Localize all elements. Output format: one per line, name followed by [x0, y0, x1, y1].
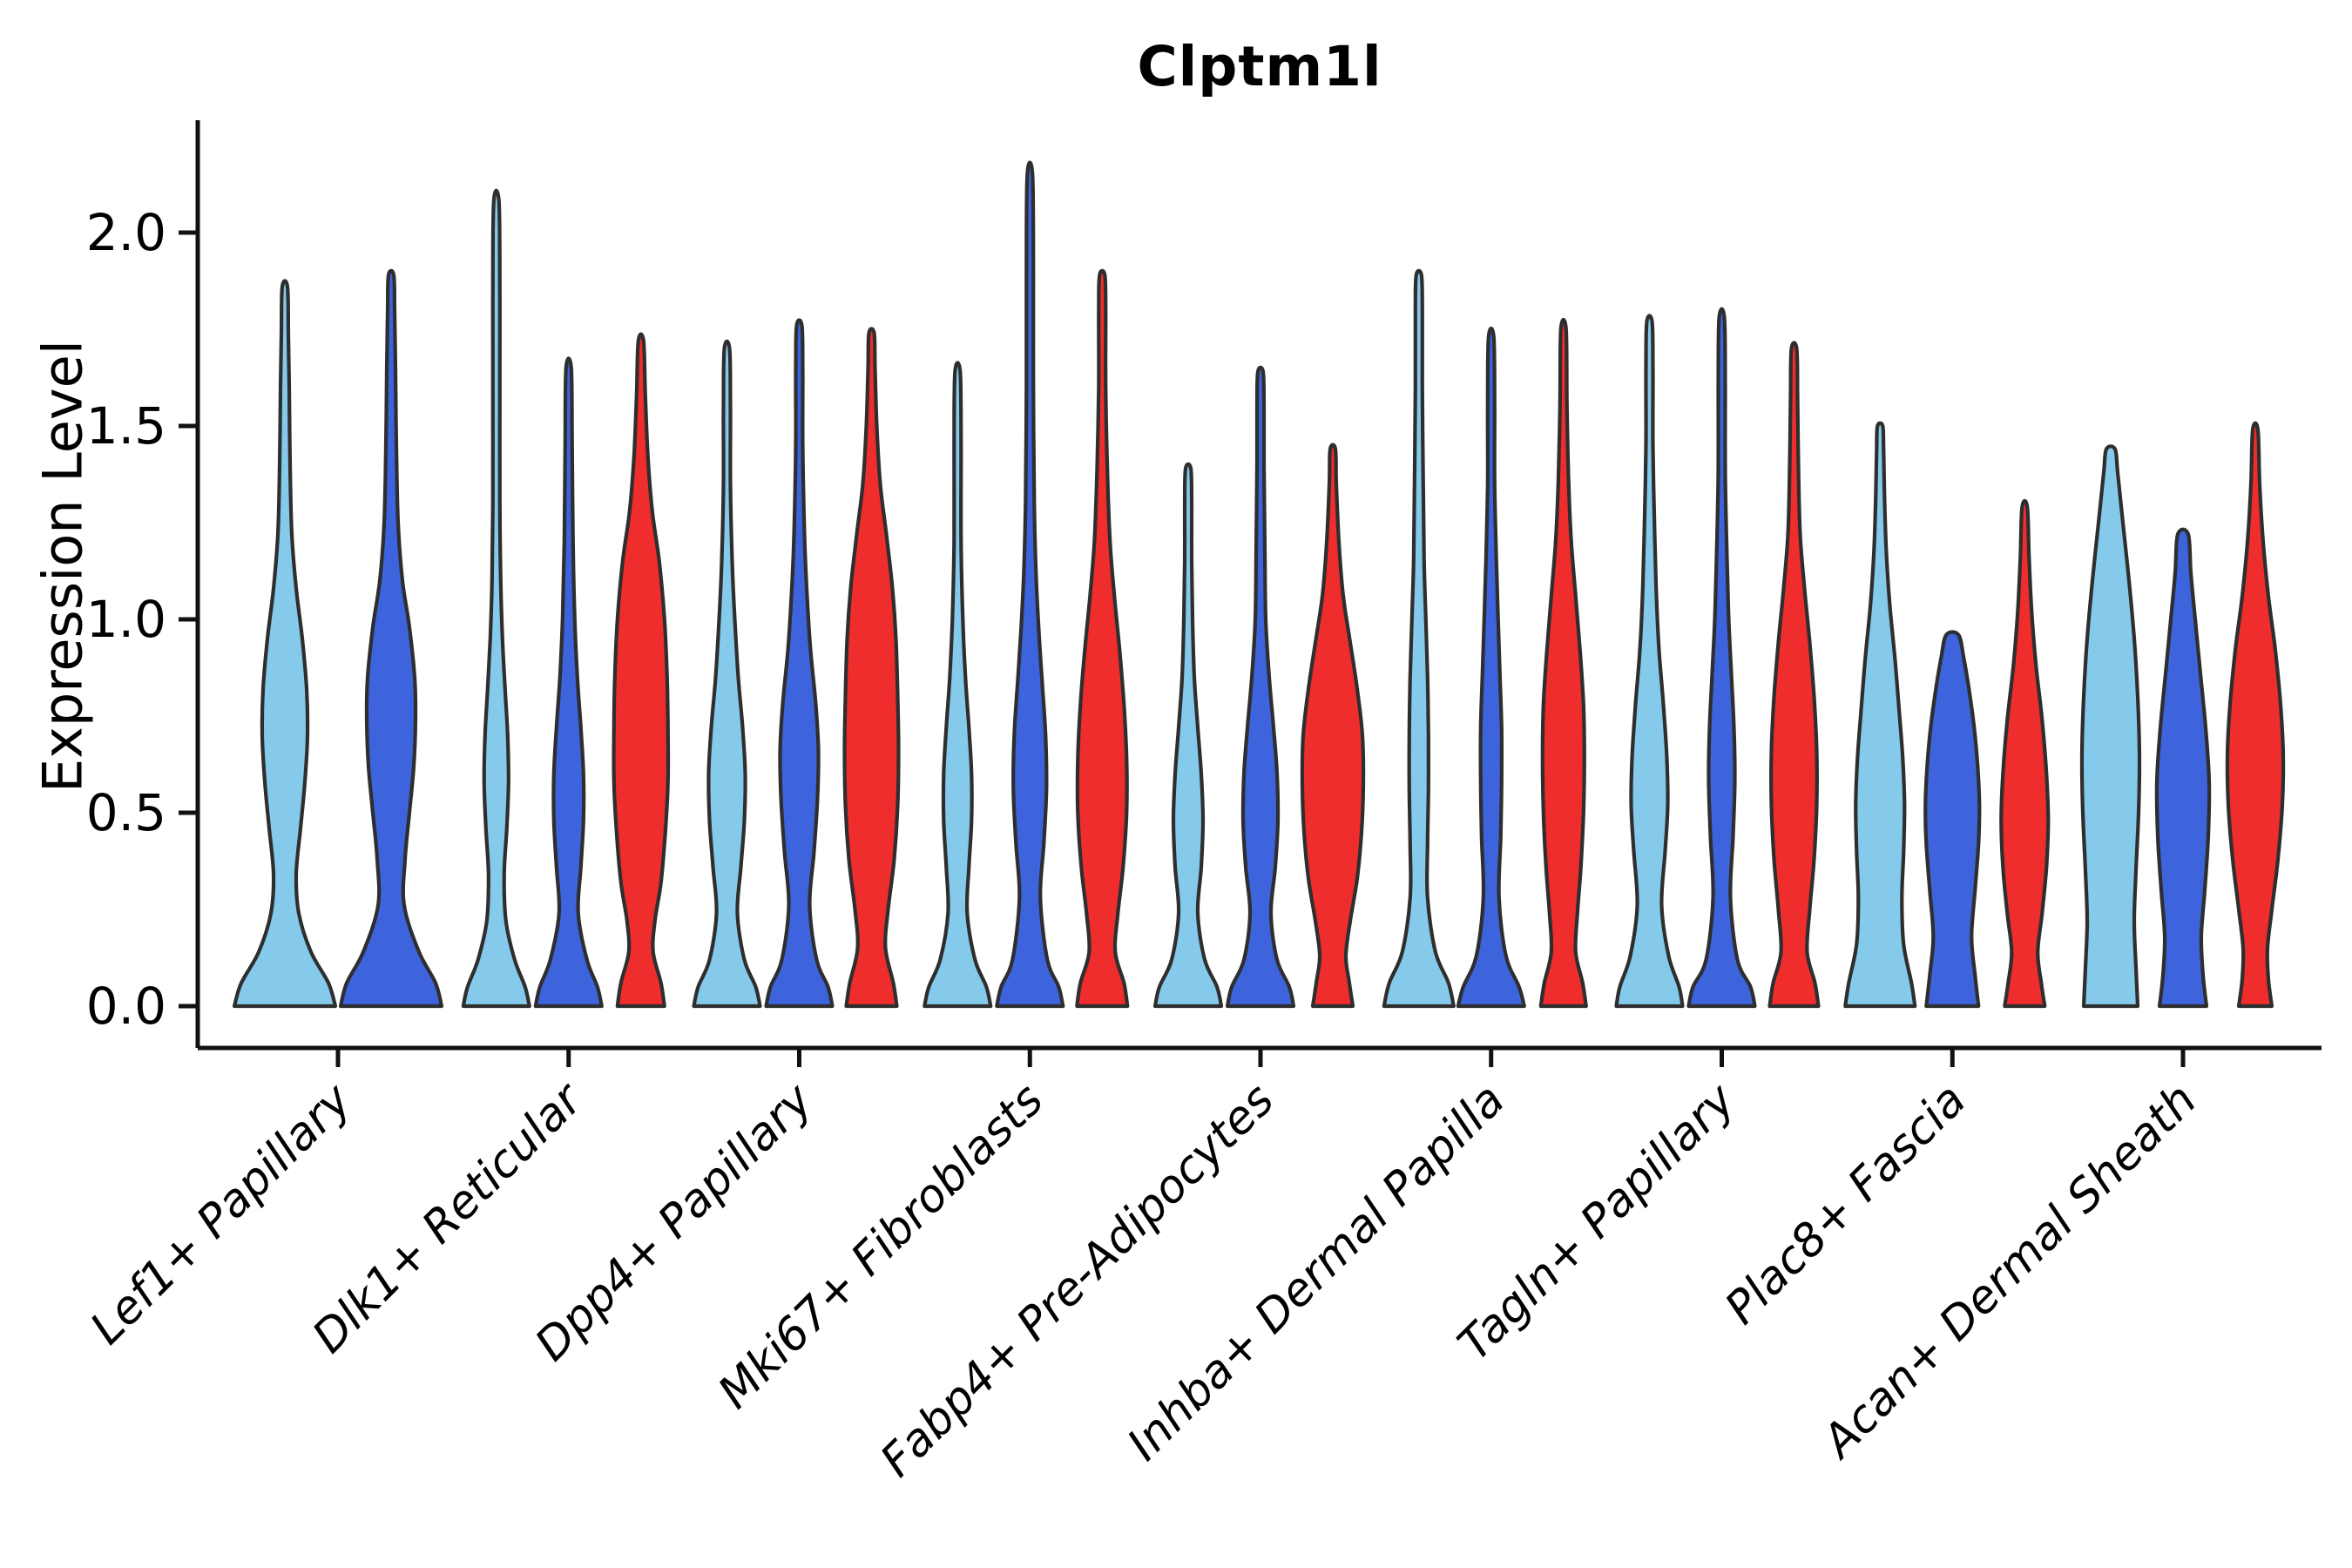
violin-8-light_blue	[1843, 421, 1917, 1009]
violin-3-dark_blue	[764, 318, 835, 1009]
violin-7-dark_blue	[1686, 307, 1757, 1009]
x-tick-label: Fabp4+ Pre-Adipocytes	[871, 1074, 1285, 1488]
violin-9-light_blue	[2079, 444, 2142, 1009]
violin-4-red	[1075, 268, 1130, 1009]
x-tick-label: Acan+ Dermal Sheath	[1811, 1074, 2207, 1470]
plot-title: Clptm1l	[1137, 35, 1382, 98]
violin-8-dark_blue	[1923, 630, 1982, 1009]
violin-2-dark_blue	[533, 356, 604, 1009]
violin-5-red	[1300, 443, 1366, 1009]
violin-6-light_blue	[1382, 268, 1456, 1009]
violin-3-light_blue	[692, 339, 762, 1009]
y-tick-label: 1.0	[86, 590, 166, 649]
violin-9-red	[2225, 421, 2286, 1009]
violin-5-dark_blue	[1225, 365, 1296, 1009]
y-tick-label: 0.0	[86, 977, 166, 1036]
violin-8-red	[1999, 498, 2051, 1009]
violin-3-red	[842, 327, 901, 1009]
violin-1-dark_blue	[338, 268, 444, 1009]
violin-5-light_blue	[1152, 462, 1224, 1009]
violin-1-light_blue	[232, 279, 338, 1009]
x-tick-label: Plac8+ Fascia	[1715, 1074, 1976, 1335]
violin-4-dark_blue	[995, 160, 1065, 1009]
y-tick-label: 2.0	[86, 203, 166, 262]
violin-2-red	[612, 332, 671, 1009]
violin-4-light_blue	[923, 361, 993, 1009]
violin-9-dark_blue	[2154, 527, 2212, 1009]
violin-6-red	[1538, 317, 1588, 1009]
violin-6-dark_blue	[1456, 326, 1526, 1009]
violin-7-light_blue	[1614, 314, 1685, 1009]
x-tick-label: Inhba+ Dermal Papilla	[1118, 1074, 1515, 1471]
y-tick-label: 0.5	[86, 783, 166, 842]
violin-2-light_blue	[461, 188, 531, 1009]
y-tick-label: 1.5	[86, 396, 166, 456]
violin-7-red	[1767, 341, 1821, 1009]
